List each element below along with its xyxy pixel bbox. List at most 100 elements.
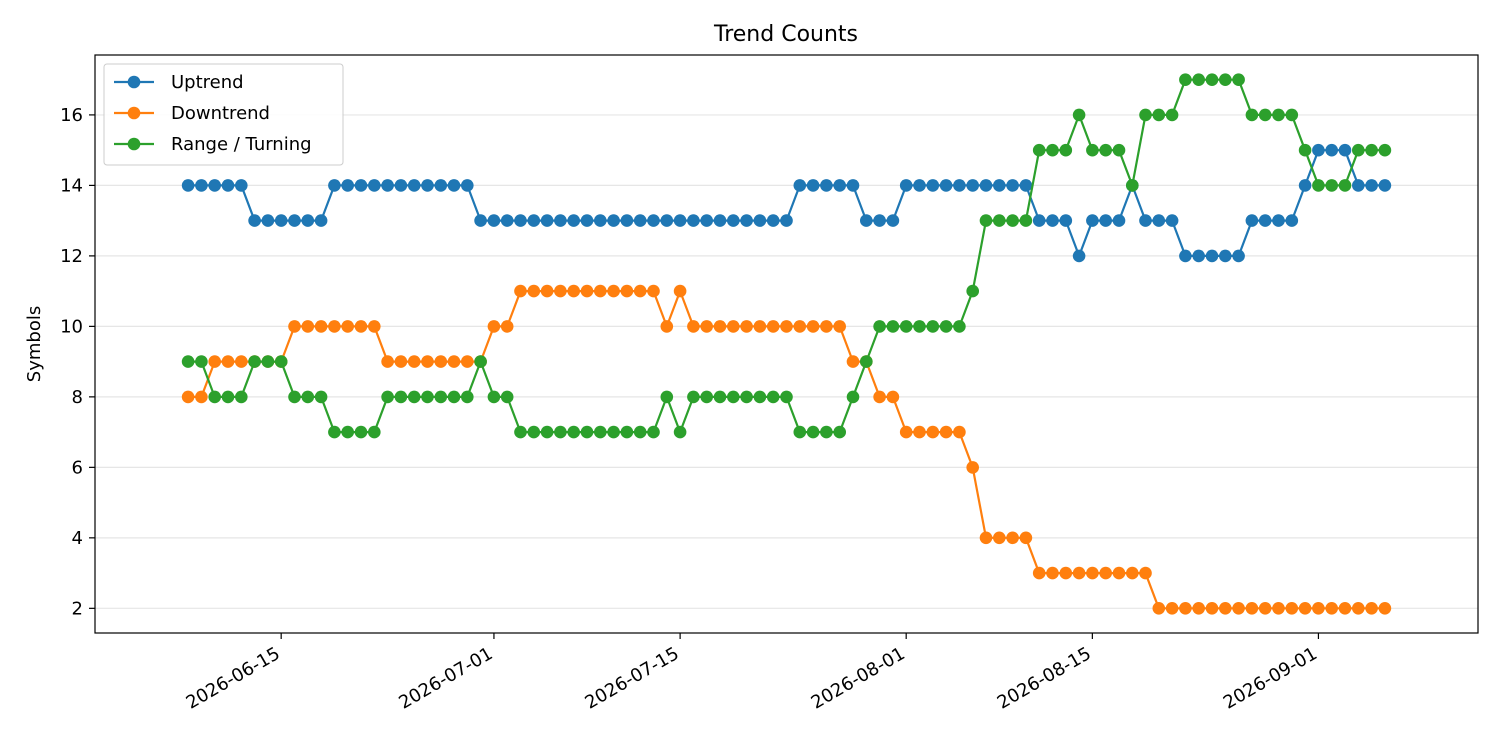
data-point <box>301 320 315 333</box>
data-point <box>1365 179 1378 192</box>
data-point <box>673 284 687 298</box>
data-point <box>833 179 846 192</box>
data-point <box>846 390 860 404</box>
data-point <box>1019 179 1033 192</box>
legend-marker <box>127 106 141 120</box>
data-point <box>753 390 767 404</box>
data-point <box>1232 73 1245 86</box>
data-point <box>1032 566 1046 580</box>
data-point <box>314 320 328 333</box>
data-point <box>607 214 620 227</box>
x-tick-label: 2026-07-01 <box>395 643 496 713</box>
data-point <box>274 214 288 227</box>
data-point <box>873 214 886 227</box>
y-tick-label: 12 <box>60 246 83 267</box>
data-point <box>766 320 780 333</box>
data-point <box>288 390 301 404</box>
data-point <box>434 390 448 404</box>
data-point <box>727 390 740 404</box>
data-point <box>1285 602 1299 615</box>
data-point <box>434 179 448 192</box>
data-point <box>580 284 594 298</box>
data-point <box>979 214 993 227</box>
data-point <box>700 214 713 227</box>
data-point <box>753 214 767 227</box>
data-point <box>1192 73 1205 86</box>
data-point <box>1072 108 1086 122</box>
data-point <box>1006 531 1019 545</box>
y-tick-label: 6 <box>72 457 83 478</box>
data-point <box>713 214 727 227</box>
data-point <box>1139 214 1152 227</box>
data-point <box>461 355 474 368</box>
data-point <box>288 320 301 333</box>
data-point <box>1232 249 1245 263</box>
data-point <box>221 179 235 192</box>
x-axis: 2026-06-15 2026-07-01 2026-07-15 2026-08-01… <box>183 633 1321 714</box>
data-point <box>1285 108 1299 122</box>
data-point <box>1365 602 1378 615</box>
data-point <box>554 284 567 298</box>
data-point <box>1285 214 1299 227</box>
data-point <box>953 179 966 192</box>
data-point <box>527 214 541 227</box>
data-point <box>567 425 580 439</box>
data-point <box>527 425 541 439</box>
legend-marker <box>127 75 141 89</box>
data-point <box>461 179 474 192</box>
data-point <box>1258 602 1272 615</box>
data-point <box>208 390 221 404</box>
data-point <box>1152 602 1166 615</box>
data-point <box>540 425 554 439</box>
y-tick-label: 14 <box>60 175 83 196</box>
data-point <box>1059 143 1073 157</box>
data-point <box>181 355 195 368</box>
data-point <box>1192 602 1205 615</box>
data-point <box>660 214 674 227</box>
data-point <box>195 179 208 192</box>
data-point <box>514 214 527 227</box>
data-point <box>820 425 833 439</box>
data-point <box>235 179 248 192</box>
data-point <box>806 320 820 333</box>
data-point <box>1298 602 1312 615</box>
series-layer <box>181 73 1392 615</box>
data-point <box>993 214 1006 227</box>
data-point <box>1272 108 1285 122</box>
data-point <box>1099 143 1112 157</box>
data-point <box>687 214 700 227</box>
data-point <box>1112 143 1126 157</box>
data-point <box>248 355 261 368</box>
data-point <box>407 355 421 368</box>
series-uptrend <box>181 143 1392 263</box>
data-point <box>421 179 434 192</box>
data-point <box>647 214 660 227</box>
data-point <box>1338 143 1352 157</box>
chart-title: Trend Counts <box>713 22 858 47</box>
data-point <box>1378 143 1392 157</box>
data-point <box>1112 214 1126 227</box>
data-point <box>341 425 355 439</box>
data-point <box>354 179 368 192</box>
data-point <box>1072 566 1086 580</box>
data-point <box>780 214 793 227</box>
series-line <box>188 149 1385 257</box>
data-point <box>1165 602 1179 615</box>
data-point <box>660 320 674 333</box>
y-tick-label: 4 <box>72 528 83 549</box>
data-point <box>846 355 860 368</box>
y-axis: 2 4 6 8 10 12 14 16 <box>60 105 95 619</box>
data-point <box>368 320 381 333</box>
data-point <box>1272 602 1285 615</box>
data-point <box>727 320 740 333</box>
data-point <box>594 284 607 298</box>
data-point <box>1378 179 1392 192</box>
data-point <box>248 214 261 227</box>
data-point <box>1352 143 1365 157</box>
data-point <box>181 179 195 192</box>
data-point <box>913 179 926 192</box>
data-point <box>328 320 341 333</box>
data-point <box>793 179 807 192</box>
x-tick-label: 2026-08-01 <box>808 643 909 713</box>
